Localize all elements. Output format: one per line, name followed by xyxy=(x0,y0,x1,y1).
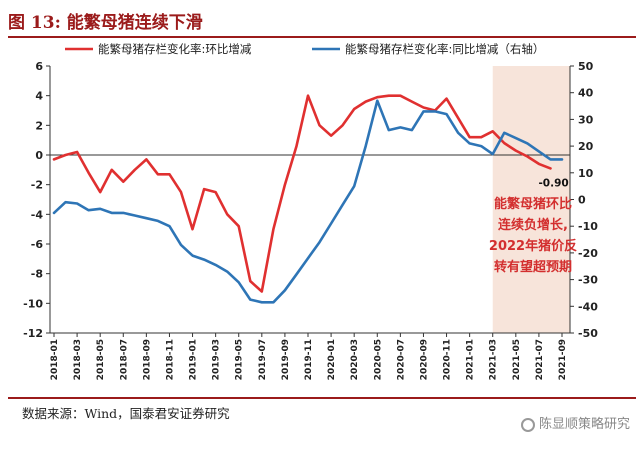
x-tick-label: 2020-01 xyxy=(327,339,337,380)
title-rule xyxy=(8,36,636,38)
x-tick-label: 2018-07 xyxy=(119,339,129,380)
source-note: 数据来源：Wind，国泰君安证券研究 xyxy=(22,406,230,421)
right-tick-label: -30 xyxy=(578,274,598,287)
x-tick-label: 2018-03 xyxy=(73,339,83,380)
annotation-line: 转有望超预期 xyxy=(494,259,572,275)
legend-label-mom: 能繁母猪存栏变化率:环比增减 xyxy=(98,42,252,56)
left-tick-label: -2 xyxy=(31,179,43,192)
x-tick-label: 2020-03 xyxy=(350,339,360,380)
x-tick-label: 2020-09 xyxy=(419,339,429,380)
series-line-yoy xyxy=(52,99,564,304)
x-tick-label: 2021-07 xyxy=(535,339,545,380)
annotation-line: 2022年猪价反 xyxy=(489,238,577,254)
x-tick-label: 2018-11 xyxy=(165,339,175,380)
left-tick-label: 6 xyxy=(35,60,43,73)
left-tick-label: -4 xyxy=(31,208,44,221)
x-tick-label: 2021-01 xyxy=(466,339,476,380)
left-tick-label: -8 xyxy=(31,268,43,281)
right-tick-label: 10 xyxy=(578,167,594,180)
x-tick-label: 2019-09 xyxy=(281,339,291,380)
right-tick-label: 20 xyxy=(578,140,594,153)
wechat-icon xyxy=(520,417,535,432)
left-tick-label: -12 xyxy=(23,327,43,340)
x-tick-label: 2020-05 xyxy=(373,339,383,380)
x-tick-label: 2019-01 xyxy=(189,339,199,380)
figure-title-bar: 图 13: 能繁母猪连续下滑 xyxy=(8,6,636,38)
left-tick-label: 4 xyxy=(35,90,43,103)
x-tick-label: 2021-03 xyxy=(489,339,499,380)
x-tick-label: 2019-03 xyxy=(212,339,222,380)
x-tick-label: 2021-09 xyxy=(558,339,568,380)
legend-label-yoy: 能繁母猪存栏变化率:同比增减（右轴） xyxy=(345,42,544,56)
series-line-mom xyxy=(52,94,552,293)
x-tick-label: 2018-09 xyxy=(142,339,152,380)
right-tick-label: 0 xyxy=(578,194,586,207)
left-tick-label: -6 xyxy=(31,238,44,251)
annotation-line: 连续负增长, xyxy=(498,217,568,233)
right-tick-label: -20 xyxy=(578,247,598,260)
x-tick-label: 2020-07 xyxy=(396,339,406,380)
left-tick-label: 0 xyxy=(35,149,43,162)
x-tick-label: 2019-05 xyxy=(235,339,245,380)
x-tick-label: 2018-01 xyxy=(50,339,60,380)
right-tick-label: 50 xyxy=(578,60,594,73)
watermark-text: 陈显顺策略研究 xyxy=(538,417,630,432)
figure-title: 图 13: 能繁母猪连续下滑 xyxy=(8,13,203,33)
forecast-shade xyxy=(492,66,570,333)
left-tick-label: 2 xyxy=(35,119,43,132)
x-tick-label: 2018-05 xyxy=(96,339,106,380)
right-tick-label: -50 xyxy=(578,327,598,340)
end-data-label: -0.90 xyxy=(538,177,568,189)
right-tick-label: 40 xyxy=(578,87,594,100)
right-tick-label: -40 xyxy=(578,300,598,313)
x-tick-label: 2019-11 xyxy=(304,339,314,380)
source-rule xyxy=(8,397,636,399)
annotation-line: 能繁母猪环比 xyxy=(494,196,572,212)
right-tick-label: -10 xyxy=(578,220,598,233)
right-tick-label: 30 xyxy=(578,113,594,126)
left-tick-label: -10 xyxy=(23,297,43,310)
x-tick-label: 2021-05 xyxy=(512,339,522,380)
watermark: 陈显顺策略研究 xyxy=(520,413,630,432)
x-tick-label: 2020-11 xyxy=(443,339,453,380)
x-tick-label: 2019-07 xyxy=(258,339,268,380)
